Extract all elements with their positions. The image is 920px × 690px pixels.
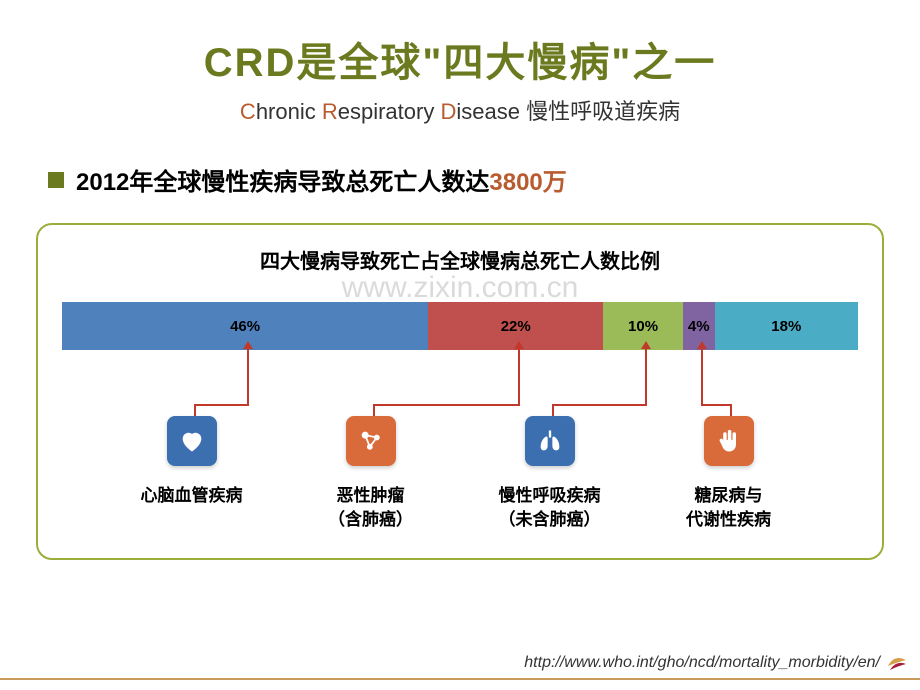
bullet-text-prefix: 2012年全球慢性疾病导致总死亡人数达 [76, 169, 489, 196]
category-cell: 慢性呼吸疾病 （未含肺癌） [460, 416, 639, 532]
arrow-connector [645, 348, 647, 406]
page-title: CRD是全球"四大慢病"之一 [0, 30, 920, 88]
source-url: http://www.who.int/gho/ncd/mortality_mor… [524, 654, 880, 672]
category-label: 慢性呼吸疾病 （未含肺癌） [499, 484, 601, 532]
arrow-connector [247, 348, 249, 406]
hand-icon [704, 416, 754, 466]
chart-container: 四大慢病导致死亡占全球慢病总死亡人数比例 www.zixin.com.cn 46… [36, 223, 884, 560]
watermark: www.zixin.com.cn [38, 271, 882, 305]
subtitle-r: R [322, 99, 338, 124]
bottom-divider [0, 678, 920, 680]
arrow-connector [518, 348, 520, 406]
arrow-connectors [62, 348, 858, 408]
lungs-icon [525, 416, 575, 466]
stacked-bar: 46%22%10%4%18% [62, 302, 858, 350]
heart-icon [167, 416, 217, 466]
page-subtitle: Chronic Respiratory Disease 慢性呼吸道疾病 [0, 94, 920, 126]
bullet-text-highlight: 3800万 [489, 169, 566, 196]
bullet-icon [48, 172, 64, 188]
subtitle-d: D [440, 99, 456, 124]
category-label: 糖尿病与 代谢性疾病 [686, 484, 771, 532]
arrow-connector [701, 348, 703, 406]
chart-title: 四大慢病导致死亡占全球慢病总死亡人数比例 [62, 245, 858, 274]
category-cell: 糖尿病与 代谢性疾病 [639, 416, 818, 532]
bullet-point: 2012年全球慢性疾病导致总死亡人数达3800万 [48, 162, 920, 197]
subtitle-c: C [240, 99, 256, 124]
molecule-icon [346, 416, 396, 466]
category-label: 恶性肿瘤 （含肺癌） [328, 484, 413, 532]
category-row: 心脑血管疾病 恶性肿瘤 （含肺癌） 慢性呼吸疾病 （未含肺癌） 糖尿病与 代谢性疾病 [62, 408, 858, 532]
category-cell: 恶性肿瘤 （含肺癌） [281, 416, 460, 532]
bar-segment: 18% [715, 302, 858, 350]
category-cell: 心脑血管疾病 [102, 416, 281, 532]
category-label: 心脑血管疾病 [141, 484, 243, 508]
corner-logo-icon [884, 650, 910, 676]
